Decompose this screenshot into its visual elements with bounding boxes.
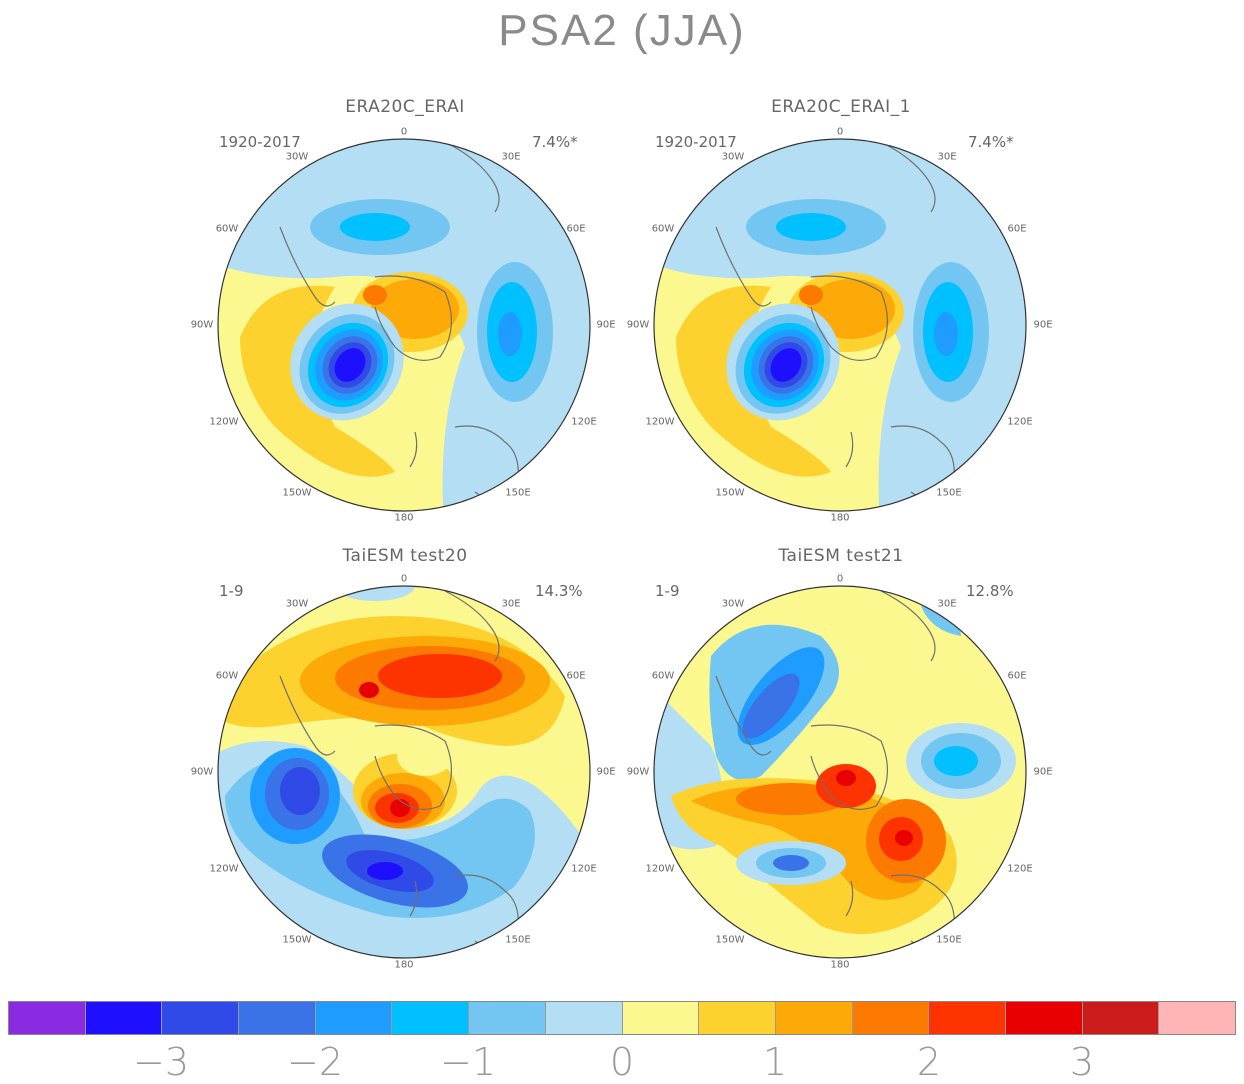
- lon-label: 60W: [215, 670, 239, 682]
- lon-label: 120W: [209, 416, 239, 428]
- lon-label: 90E: [596, 319, 616, 331]
- colorbar-swatch: [1082, 1002, 1160, 1034]
- map-panel-1: ERA20C_ERAI 1920-2017 7.4%* 0 30E: [185, 97, 625, 537]
- lon-label: 120W: [209, 863, 239, 875]
- lon-label: 150W: [282, 487, 312, 499]
- colorbar-swatch: [1005, 1002, 1083, 1034]
- lon-label: 60E: [1007, 223, 1027, 235]
- lon-label: 150W: [715, 487, 745, 499]
- lon-label: 30E: [937, 151, 957, 163]
- lon-label: 0: [400, 573, 408, 585]
- colorbar-swatch: [9, 1002, 86, 1034]
- lon-label: 30W: [285, 598, 309, 610]
- colorbar-swatch: [929, 1002, 1006, 1034]
- lon-label: 150E: [505, 487, 531, 499]
- panel-title: TaiESM test20: [342, 546, 468, 566]
- lon-label: 90W: [190, 766, 214, 778]
- colorbar-swatch: [162, 1002, 240, 1034]
- lon-label: 30W: [721, 151, 745, 163]
- polar-map-1: [217, 138, 591, 512]
- lon-label: 90W: [190, 319, 214, 331]
- panel-period: 1920-2017: [219, 133, 301, 151]
- lon-label: 150W: [715, 934, 745, 946]
- panel-variance: 7.4%*: [968, 133, 1014, 151]
- colorbar-swatch: [622, 1002, 700, 1034]
- colorbar: [8, 1001, 1236, 1035]
- lon-label: 0: [836, 573, 844, 585]
- lon-label: 30E: [501, 598, 521, 610]
- colorbar-swatch: [85, 1002, 163, 1034]
- panel-title: TaiESM test21: [778, 546, 904, 566]
- colorbar-swatch: [239, 1002, 316, 1034]
- lon-label: 60E: [566, 223, 586, 235]
- lon-label: 60W: [651, 223, 675, 235]
- colorbar-tick-label: −2: [286, 1040, 344, 1084]
- colorbar-swatch: [469, 1002, 546, 1034]
- panel-variance: 14.3%: [535, 582, 583, 600]
- map-panel-4: TaiESM test21 1-9 12.8%: [621, 546, 1061, 986]
- panel-title: ERA20C_ERAI: [345, 97, 465, 117]
- panel-period: 1920-2017: [655, 133, 737, 151]
- lon-label: 120W: [645, 863, 675, 875]
- lon-label: 60E: [1007, 670, 1027, 682]
- lon-label: 120E: [1007, 416, 1033, 428]
- map-panel-2: ERA20C_ERAI_1 1920-2017 7.4%* 0 3: [621, 97, 1061, 537]
- lon-label: 180: [394, 512, 414, 524]
- lon-label: 150E: [936, 487, 962, 499]
- lon-label: 180: [830, 512, 850, 524]
- lon-label: 90E: [596, 766, 616, 778]
- lon-label: 60W: [651, 670, 675, 682]
- map-panel-3: TaiESM test20 1-9 14.3%: [185, 546, 625, 986]
- polar-map-4: [653, 585, 1027, 959]
- lon-label: 180: [394, 959, 414, 971]
- colorbar-tick-label: 2: [916, 1040, 942, 1084]
- colorbar-swatch: [852, 1002, 930, 1034]
- lon-label: 90E: [1033, 319, 1053, 331]
- lon-label: 120E: [571, 416, 597, 428]
- lon-label: 30E: [501, 151, 521, 163]
- polar-map-3: [217, 585, 591, 959]
- lon-label: 90W: [626, 766, 650, 778]
- colorbar-tick-label: 3: [1069, 1040, 1095, 1084]
- colorbar-tick-label: 0: [609, 1040, 635, 1084]
- colorbar-swatch: [699, 1002, 776, 1034]
- polar-map-2: [653, 138, 1027, 512]
- lon-label: 180: [830, 959, 850, 971]
- colorbar-swatch: [315, 1002, 393, 1034]
- lon-label: 150E: [505, 934, 531, 946]
- lon-label: 30W: [285, 151, 309, 163]
- colorbar-swatch: [545, 1002, 623, 1034]
- lon-label: 0: [836, 126, 844, 138]
- lon-label: 120E: [1007, 863, 1033, 875]
- panel-variance: 7.4%*: [532, 133, 578, 151]
- lon-label: 150W: [282, 934, 312, 946]
- colorbar-tick-label: 1: [762, 1040, 788, 1084]
- figure-title: PSA2 (JJA): [498, 6, 746, 55]
- panel-period: 1-9: [219, 582, 244, 600]
- lon-label: 0: [400, 126, 408, 138]
- lon-label: 60E: [566, 670, 586, 682]
- lon-label: 30E: [937, 598, 957, 610]
- lon-label: 90E: [1033, 766, 1053, 778]
- panel-variance: 12.8%: [966, 582, 1014, 600]
- colorbar-tick-label: −3: [132, 1040, 190, 1084]
- panel-title: ERA20C_ERAI_1: [771, 97, 911, 117]
- lon-label: 30W: [721, 598, 745, 610]
- colorbar-swatch: [775, 1002, 853, 1034]
- lon-label: 60W: [215, 223, 239, 235]
- lon-label: 90W: [626, 319, 650, 331]
- lon-label: 120W: [645, 416, 675, 428]
- colorbar-tick-label: −1: [439, 1040, 497, 1084]
- lon-label: 150E: [936, 934, 962, 946]
- colorbar-swatch: [1159, 1002, 1235, 1034]
- colorbar-swatch: [392, 1002, 470, 1034]
- panel-period: 1-9: [655, 582, 680, 600]
- lon-label: 120E: [571, 863, 597, 875]
